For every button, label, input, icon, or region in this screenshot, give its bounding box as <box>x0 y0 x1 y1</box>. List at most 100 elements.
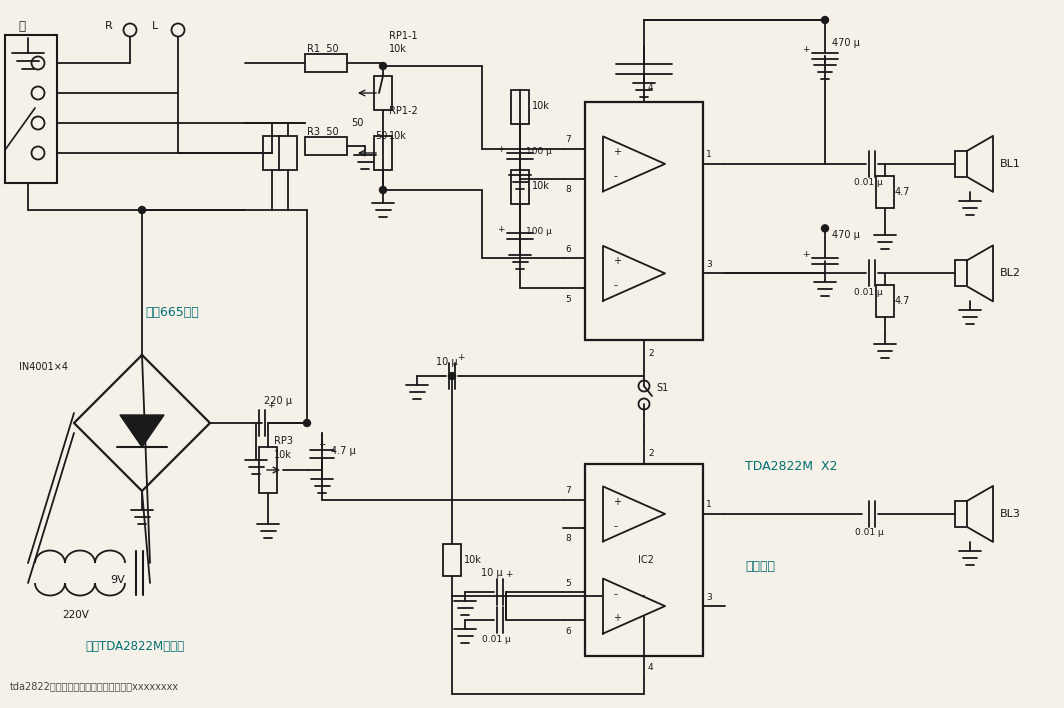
Text: 7: 7 <box>565 486 570 496</box>
Circle shape <box>303 420 311 426</box>
Text: 100 μ: 100 μ <box>526 227 552 236</box>
Text: S1: S1 <box>656 383 668 393</box>
Text: 220V: 220V <box>63 610 89 620</box>
Bar <box>375 76 392 110</box>
Text: 地: 地 <box>18 20 24 33</box>
Circle shape <box>821 16 829 23</box>
Text: 1: 1 <box>706 150 712 159</box>
Text: 10k: 10k <box>532 101 550 111</box>
Text: 3: 3 <box>706 260 712 269</box>
Text: 4: 4 <box>648 84 653 93</box>
Polygon shape <box>120 415 164 447</box>
Text: 5: 5 <box>565 295 570 304</box>
Text: +: + <box>318 440 326 448</box>
Polygon shape <box>603 137 665 191</box>
Bar <box>585 464 703 656</box>
Bar <box>955 261 967 286</box>
Text: R: R <box>105 21 113 31</box>
Text: 0.01 μ: 0.01 μ <box>854 288 883 297</box>
Text: +: + <box>802 250 810 259</box>
Circle shape <box>380 186 386 193</box>
Text: 8: 8 <box>565 185 570 195</box>
Text: +: + <box>267 401 275 409</box>
Text: R3  50: R3 50 <box>307 127 338 137</box>
Text: -: - <box>613 521 617 531</box>
Text: 6: 6 <box>565 245 570 254</box>
Text: 8: 8 <box>565 535 570 544</box>
Circle shape <box>449 372 455 379</box>
Text: 470 μ: 470 μ <box>832 38 860 48</box>
Circle shape <box>380 62 386 69</box>
Text: tda2822功放电路图，感兴趣的来了解下xxxxxxxx: tda2822功放电路图，感兴趣的来了解下xxxxxxxx <box>10 681 179 691</box>
Text: +: + <box>613 256 621 266</box>
Text: -: - <box>613 171 617 181</box>
Text: 5: 5 <box>565 578 570 588</box>
Bar <box>585 102 703 340</box>
Text: -: - <box>613 280 617 290</box>
Text: RP1-1: RP1-1 <box>389 31 418 41</box>
Bar <box>5 35 57 183</box>
Text: BL2: BL2 <box>1000 268 1021 278</box>
Text: +: + <box>802 45 810 54</box>
Bar <box>955 501 967 527</box>
Text: 100 μ: 100 μ <box>526 147 552 156</box>
Text: 2: 2 <box>648 448 653 457</box>
Text: 两只TDA2822M自作的: 两只TDA2822M自作的 <box>85 639 184 653</box>
Bar <box>443 544 461 576</box>
Text: 1: 1 <box>706 501 712 510</box>
Bar <box>955 151 967 177</box>
Text: 9V: 9V <box>110 575 124 585</box>
Bar <box>375 136 392 170</box>
Text: RP3: RP3 <box>275 436 293 446</box>
Polygon shape <box>967 486 993 542</box>
Text: L: L <box>152 21 159 31</box>
Text: 6: 6 <box>565 627 570 636</box>
Text: 10k: 10k <box>389 44 406 54</box>
Text: +: + <box>613 497 621 507</box>
Text: -: - <box>613 589 617 599</box>
Text: 0.01 μ: 0.01 μ <box>855 528 884 537</box>
Text: 470 μ: 470 μ <box>832 230 860 240</box>
Polygon shape <box>967 246 993 302</box>
Text: 10 μ: 10 μ <box>481 568 503 578</box>
Text: TDA2822M  X2: TDA2822M X2 <box>745 459 837 472</box>
Text: +: + <box>458 353 465 362</box>
Text: 10 μ: 10 μ <box>436 357 458 367</box>
Text: +: + <box>497 224 504 234</box>
Text: 4.7 μ: 4.7 μ <box>331 446 355 456</box>
Text: BL1: BL1 <box>1000 159 1020 169</box>
Polygon shape <box>603 246 665 301</box>
Bar <box>259 447 277 493</box>
Text: +: + <box>613 147 621 157</box>
Text: 10k: 10k <box>532 181 550 191</box>
Text: +: + <box>613 613 621 623</box>
Bar <box>279 136 297 170</box>
Circle shape <box>821 225 829 232</box>
Text: 低音放大: 低音放大 <box>745 559 775 573</box>
Text: 4.7: 4.7 <box>895 297 911 307</box>
Text: 0.01 μ: 0.01 μ <box>854 178 883 188</box>
Text: 220 μ: 220 μ <box>264 396 292 406</box>
Text: 2: 2 <box>648 350 653 358</box>
Text: 10k: 10k <box>464 555 482 565</box>
Bar <box>876 176 894 208</box>
Bar <box>511 170 529 204</box>
Text: IC2: IC2 <box>638 555 654 565</box>
Polygon shape <box>967 136 993 192</box>
Text: 4.7: 4.7 <box>895 187 911 197</box>
Text: 7: 7 <box>565 135 570 144</box>
Bar <box>305 137 347 155</box>
Text: R1  50: R1 50 <box>307 44 338 54</box>
Text: +: + <box>497 144 504 154</box>
Text: RP1-2: RP1-2 <box>389 106 418 116</box>
Text: 0.01 μ: 0.01 μ <box>482 634 511 644</box>
Polygon shape <box>603 578 665 634</box>
Text: 4: 4 <box>648 663 653 671</box>
Text: 50: 50 <box>351 118 364 128</box>
Text: +: + <box>505 569 513 578</box>
Text: 3: 3 <box>706 593 712 602</box>
Text: 50: 50 <box>375 131 387 141</box>
Polygon shape <box>603 486 665 542</box>
Bar <box>263 136 281 170</box>
Bar <box>305 54 347 72</box>
